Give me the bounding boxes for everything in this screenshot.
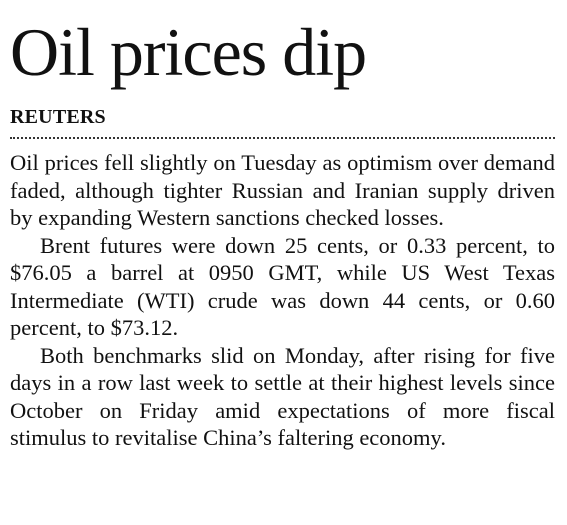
article-body: Oil prices fell slightly on Tuesday as o… bbox=[10, 149, 555, 452]
article-paragraph: Brent futures were down 25 cents, or 0.3… bbox=[10, 232, 555, 341]
dotted-divider bbox=[10, 137, 555, 139]
article-paragraph: Oil prices fell slightly on Tuesday as o… bbox=[10, 150, 555, 230]
headline: Oil prices dip bbox=[10, 14, 367, 90]
byline: REUTERS bbox=[10, 106, 106, 128]
article-paragraph: Both benchmarks slid on Monday, after ri… bbox=[10, 342, 555, 451]
